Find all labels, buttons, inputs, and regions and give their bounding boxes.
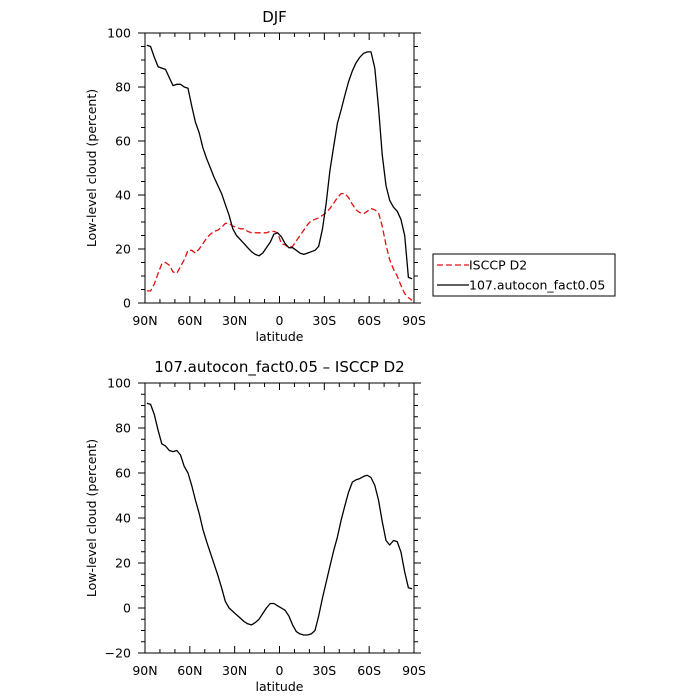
x-tick-label: 30S <box>312 313 336 328</box>
y-tick-label: 20 <box>115 242 131 257</box>
x-tick-label: 60S <box>357 663 381 678</box>
x-axis-label: latitude <box>256 329 304 344</box>
plot-frame <box>144 382 415 654</box>
plot-frame <box>144 32 415 304</box>
y-tick-label: 0 <box>123 601 131 616</box>
y-axis-label: Low-level cloud (percent) <box>84 89 99 247</box>
x-axis-label: latitude <box>256 679 304 694</box>
x-tick-label: 30S <box>312 663 336 678</box>
y-tick-label: 80 <box>115 80 131 95</box>
x-tick-label: 60S <box>357 313 381 328</box>
y-tick-label: 40 <box>115 188 131 203</box>
panel-bottom: 107.autocon_fact0.05 – ISCCP D2 90N 60N 30N… <box>84 358 426 694</box>
x-tick-label: 30N <box>222 313 247 328</box>
x-tick-label: 0 <box>276 313 284 328</box>
y-tick-label: 20 <box>115 556 131 571</box>
x-tick-label: 90S <box>402 313 426 328</box>
legend: ISCCP D2 107.autocon_fact0.05 <box>432 253 616 297</box>
legend-box <box>432 253 616 297</box>
x-tick-label: 90S <box>402 663 426 678</box>
y-axis-label: Low-level cloud (percent) <box>84 439 99 597</box>
x-tick-label: 60N <box>177 663 202 678</box>
panel-top: DJF 90N 60N 30N 0 30S 60S 90S 0 20 40 60 80 100 latitu… <box>84 8 616 344</box>
series-line-model <box>146 402 413 636</box>
x-tick-label: 0 <box>276 663 284 678</box>
y-tick-label: 40 <box>115 511 131 526</box>
series-line-isccp <box>146 192 413 301</box>
legend-entry: 107.autocon_fact0.05 <box>469 278 605 293</box>
legend-entry: ISCCP D2 <box>469 258 527 273</box>
chart-title: 107.autocon_fact0.05 – ISCCP D2 <box>154 358 404 377</box>
y-tick-label: 100 <box>107 376 131 391</box>
x-tick-label: 90N <box>132 663 157 678</box>
y-tick-label: 60 <box>115 134 131 149</box>
y-tick-label: 60 <box>115 466 131 481</box>
x-tick-label: 30N <box>222 663 247 678</box>
x-tick-label: 90N <box>132 313 157 328</box>
chart-title: DJF <box>262 8 287 26</box>
y-tick-label: 80 <box>115 421 131 436</box>
y-tick-label: −20 <box>105 646 131 661</box>
x-tick-label: 60N <box>177 313 202 328</box>
y-tick-label: 0 <box>123 296 131 311</box>
y-tick-label: 100 <box>107 26 131 41</box>
series-line-model <box>146 44 413 280</box>
